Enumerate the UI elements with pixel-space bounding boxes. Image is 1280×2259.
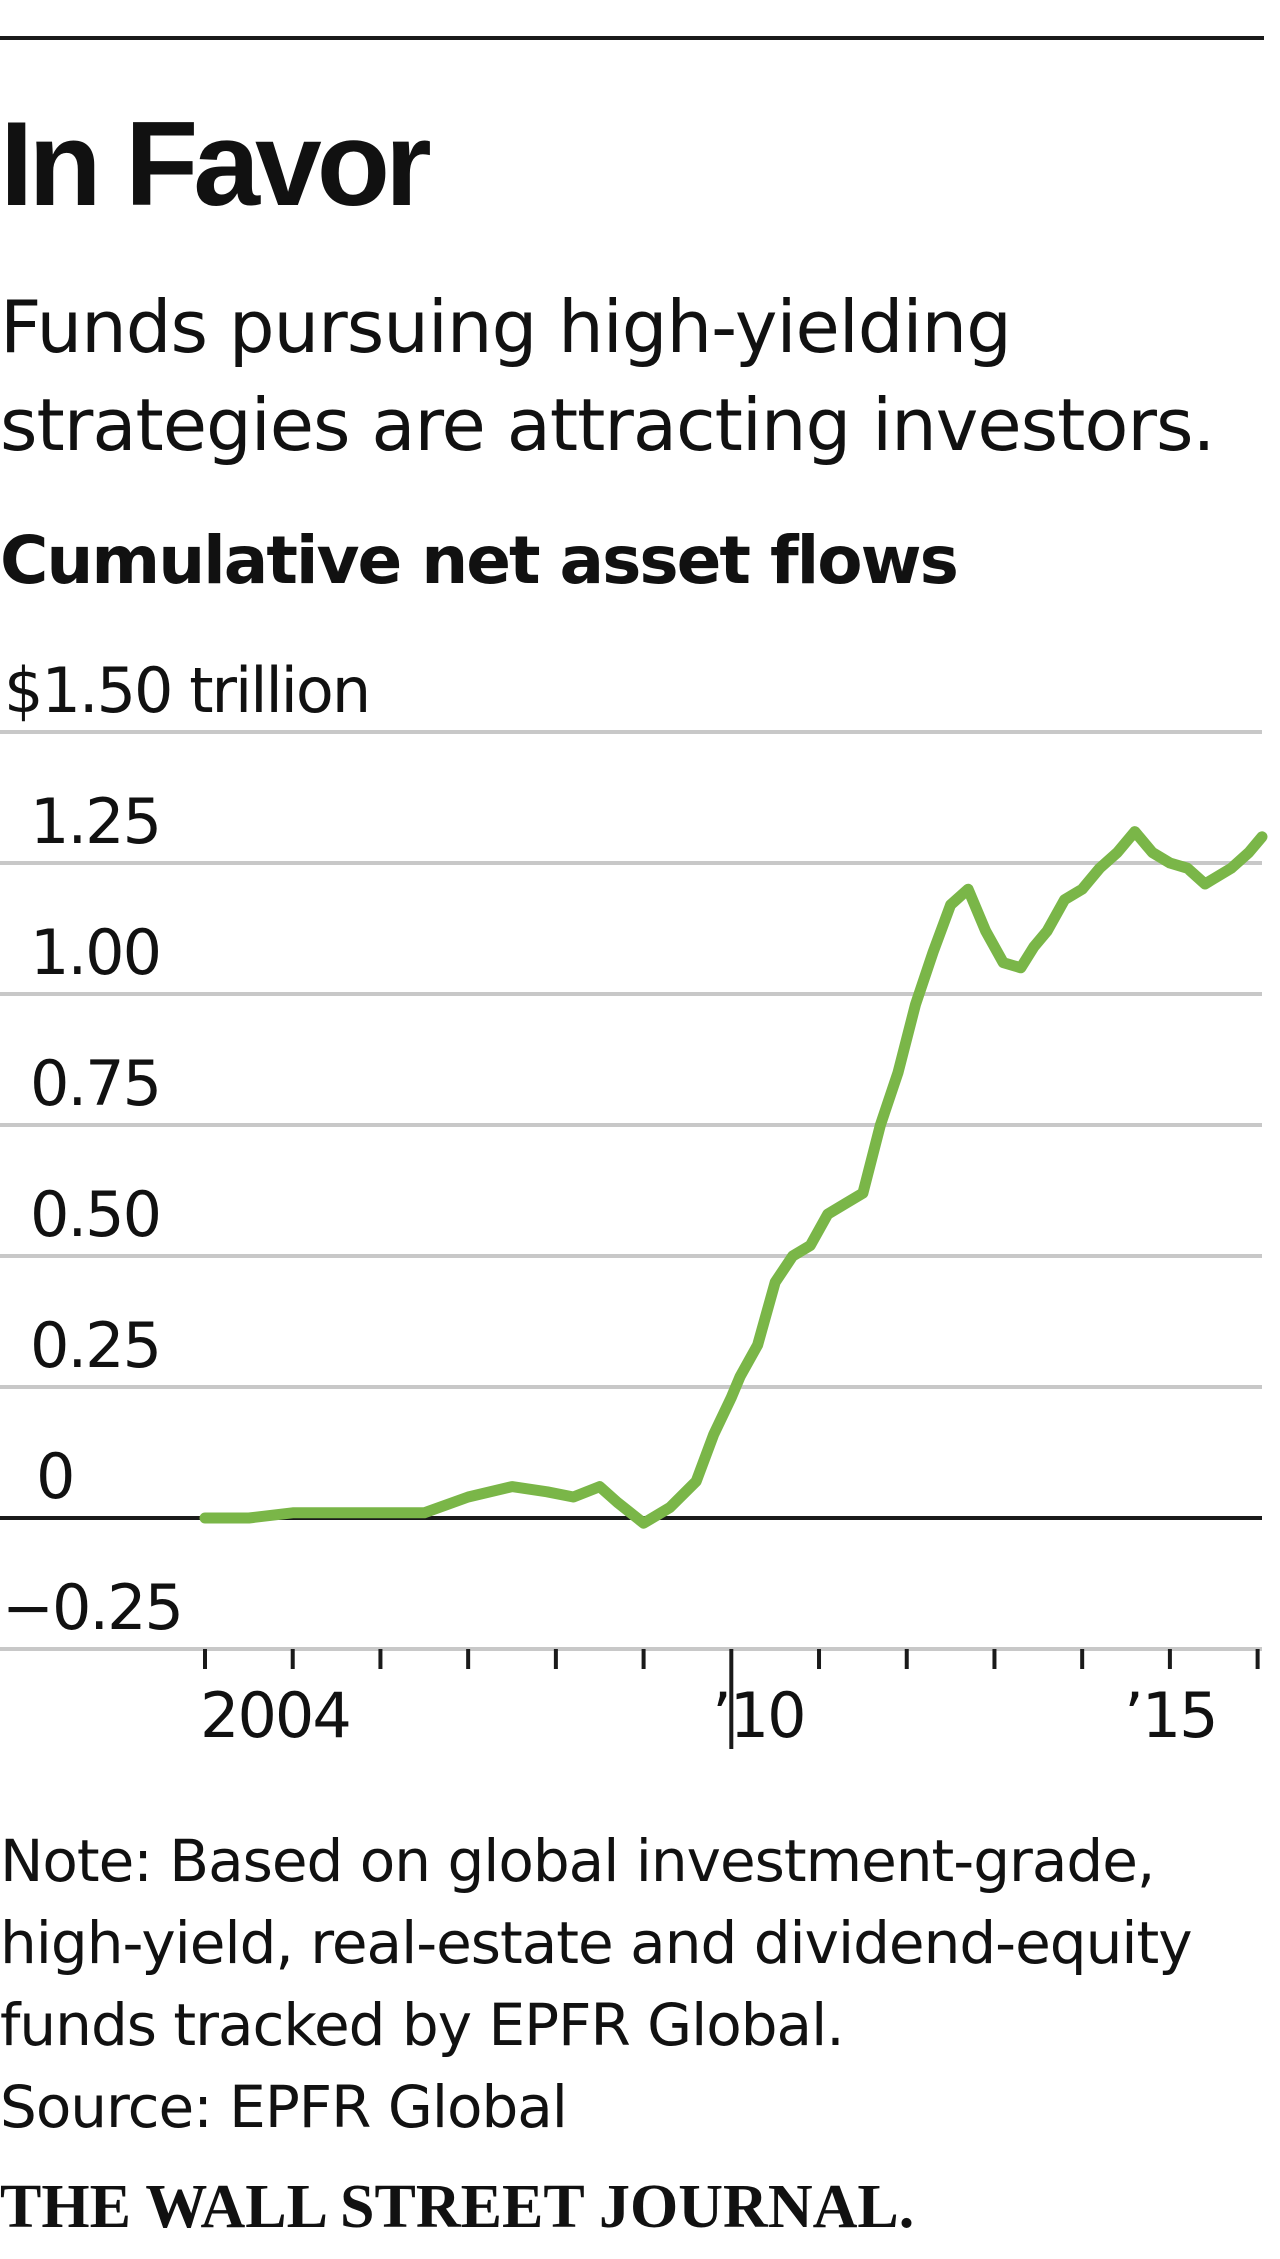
x-tick-label: ’10 bbox=[712, 1679, 805, 1752]
chart-source: Source: EPFR Global bbox=[0, 2073, 568, 2141]
y-tick-label: 1.00 bbox=[30, 916, 160, 989]
chart-note: Note: Based on global investment-grade, … bbox=[0, 1827, 1193, 2059]
series-layer bbox=[199, 826, 1268, 1529]
y-tick-label: 0.50 bbox=[30, 1178, 160, 1251]
publisher-logo: THE WALL STREET JOURNAL. bbox=[0, 2173, 915, 2241]
x-axis: 2004 ’10 ’15 bbox=[200, 1649, 1260, 1752]
y-tick-label: −0.25 bbox=[2, 1571, 182, 1644]
section-label: Cumulative net asset flows bbox=[0, 522, 959, 599]
chart-subtitle: Funds pursuing high-yielding strategies … bbox=[0, 285, 1215, 467]
y-tick-label: 0.25 bbox=[30, 1309, 160, 1382]
y-tick-label: 0.75 bbox=[30, 1047, 160, 1120]
y-tick-label: 1.25 bbox=[30, 785, 160, 858]
line-chart: $1.50 trillion 1.25 1.00 0.75 0.50 0.25 0 −0.25… bbox=[0, 654, 1268, 1752]
y-tick-label: $1.50 trillion bbox=[4, 654, 369, 727]
x-tick-label: 2004 bbox=[200, 1679, 350, 1752]
gridlines bbox=[0, 730, 1262, 1651]
chart-title: In Favor bbox=[0, 97, 432, 231]
top-rule bbox=[0, 36, 1264, 40]
x-tick-label: ’15 bbox=[1124, 1679, 1217, 1752]
y-axis-labels: $1.50 trillion 1.25 1.00 0.75 0.50 0.25 0 −0.25 bbox=[2, 654, 371, 1644]
series-line bbox=[199, 826, 1268, 1529]
y-tick-label: 0 bbox=[36, 1440, 73, 1513]
